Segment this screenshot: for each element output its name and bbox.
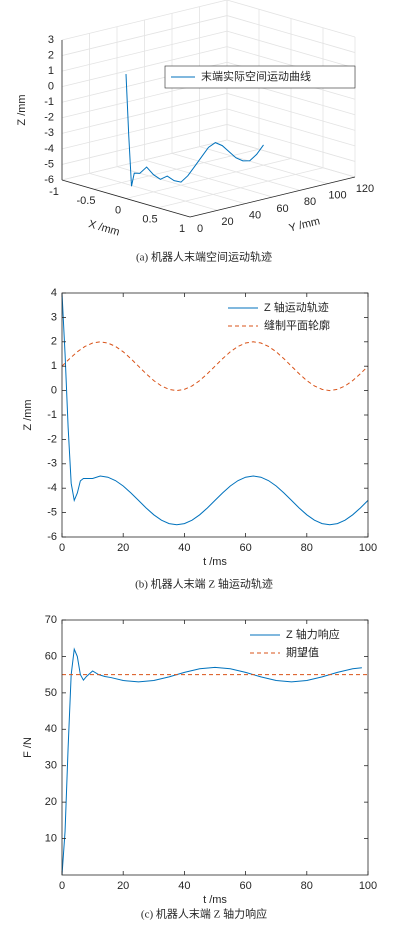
x-axis-label: t /ms (203, 556, 227, 568)
x-tick-label: 20 (117, 880, 129, 892)
grid-line (61, 139, 228, 181)
legend-label: 期望值 (286, 646, 319, 659)
y-tick-label: -3 (47, 458, 57, 470)
x-tick-label: 40 (178, 880, 190, 892)
y-axis-label: F /N (22, 737, 34, 758)
legend-label: 缝制平面轮廓 (264, 318, 330, 332)
y-axis (189, 176, 356, 218)
y-tick-label: 80 (304, 196, 316, 208)
caption: (c) 机器人末端 Z 轴力响应 (141, 907, 267, 921)
x-tick-label: -1 (49, 186, 59, 198)
z-tick-label: 2 (48, 49, 54, 61)
caption: (b) 机器人末端 Z 轴运动轨迹 (135, 577, 273, 591)
grid-line (144, 159, 273, 198)
x-tick-label: 80 (301, 880, 313, 892)
x-tick-label: 1 (179, 223, 185, 235)
y-tick-label: 40 (45, 723, 57, 735)
grid-line (61, 15, 228, 56)
x-tick-label: 0 (59, 880, 65, 892)
z-tick-label: 3 (48, 34, 54, 46)
grid-line (61, 92, 228, 134)
data-line (61, 647, 362, 876)
x-axis-label: X /mm (87, 218, 121, 238)
grid-line (61, 30, 228, 72)
y-tick-label: 2 (51, 336, 57, 348)
x-axis-label: t /ms (203, 894, 227, 906)
grid-line (226, 108, 356, 147)
x-tick-label: 60 (239, 880, 251, 892)
legend-label: 末端实际空间运动曲线 (201, 69, 311, 83)
legend-label: Z 轴运动轨迹 (264, 300, 329, 314)
y-tick-label: 0 (197, 223, 203, 235)
y-tick-label: -4 (47, 482, 57, 494)
legend-box (164, 65, 356, 89)
grid-line (226, 124, 356, 162)
y-tick-label: 1 (51, 360, 57, 372)
grid-line (226, 139, 356, 178)
z-tick-label: -1 (44, 96, 54, 108)
data-line (125, 74, 264, 187)
grid-line (226, 0, 356, 38)
grid-line (226, 15, 356, 53)
x-tick-label: 80 (301, 542, 313, 554)
axes-frame (61, 619, 369, 876)
data-line (61, 341, 369, 392)
legend-label: Z 轴力响应 (286, 627, 340, 641)
y-tick-label: 3 (51, 311, 57, 323)
y-tick-label: 20 (221, 216, 233, 228)
y-tick-label: 70 (45, 614, 57, 626)
y-tick-label: 20 (45, 796, 57, 808)
z-tick-label: -6 (44, 174, 54, 186)
y-tick-label: 0 (51, 385, 57, 397)
x-tick-label: -0.5 (77, 195, 96, 207)
z-tick-label: -5 (44, 158, 54, 170)
y-tick-label: 120 (356, 183, 374, 195)
x-tick-label: 60 (239, 542, 251, 554)
axes-background (62, 293, 368, 537)
grid-line (89, 172, 218, 211)
grid-line (226, 92, 356, 131)
x-axis (61, 179, 191, 218)
y-tick-label: 100 (328, 190, 346, 202)
y-tick-label: -6 (47, 531, 57, 543)
grid-line (116, 166, 246, 205)
x-tick-label: 20 (117, 542, 129, 554)
grid-line (61, 0, 228, 41)
y-tick-label: -5 (47, 507, 57, 519)
y-axis-label: Z /mm (22, 399, 34, 430)
x-tick-label: 100 (359, 880, 377, 892)
grid-line (61, 124, 228, 165)
y-tick-label: -2 (47, 433, 57, 445)
z-tick-label: -2 (44, 112, 54, 124)
x-tick-label: 100 (359, 542, 377, 554)
x-tick-label: 0 (115, 204, 121, 216)
grid-line (61, 108, 228, 150)
x-tick-label: 0.5 (142, 214, 157, 226)
caption: (a) 机器人末端空间运动轨迹 (136, 250, 272, 264)
y-tick-label: 60 (276, 203, 288, 215)
y-tick-label: 60 (45, 650, 57, 662)
grid-line (226, 30, 356, 69)
z-tick-label: 0 (48, 81, 54, 93)
x-tick-label: 0 (59, 542, 65, 554)
z-tick-label: 1 (48, 65, 54, 77)
y-axis-label: Y /mm (288, 215, 322, 234)
z-tick-label: -3 (44, 127, 54, 139)
y-tick-label: 10 (45, 832, 57, 844)
y-tick-label: 50 (45, 687, 57, 699)
y-tick-label: 4 (51, 287, 57, 299)
axes-background (62, 620, 368, 875)
y-tick-label: 40 (249, 210, 261, 222)
grid-line (61, 46, 228, 88)
x-tick-label: 40 (178, 542, 190, 554)
z-axis-label: Z /mm (16, 94, 28, 125)
z-tick-label: -4 (44, 143, 54, 155)
y-tick-label: 30 (45, 760, 57, 772)
y-tick-label: -1 (47, 409, 57, 421)
data-line (61, 292, 369, 526)
grid-line (199, 146, 328, 185)
grid-line (171, 152, 301, 191)
